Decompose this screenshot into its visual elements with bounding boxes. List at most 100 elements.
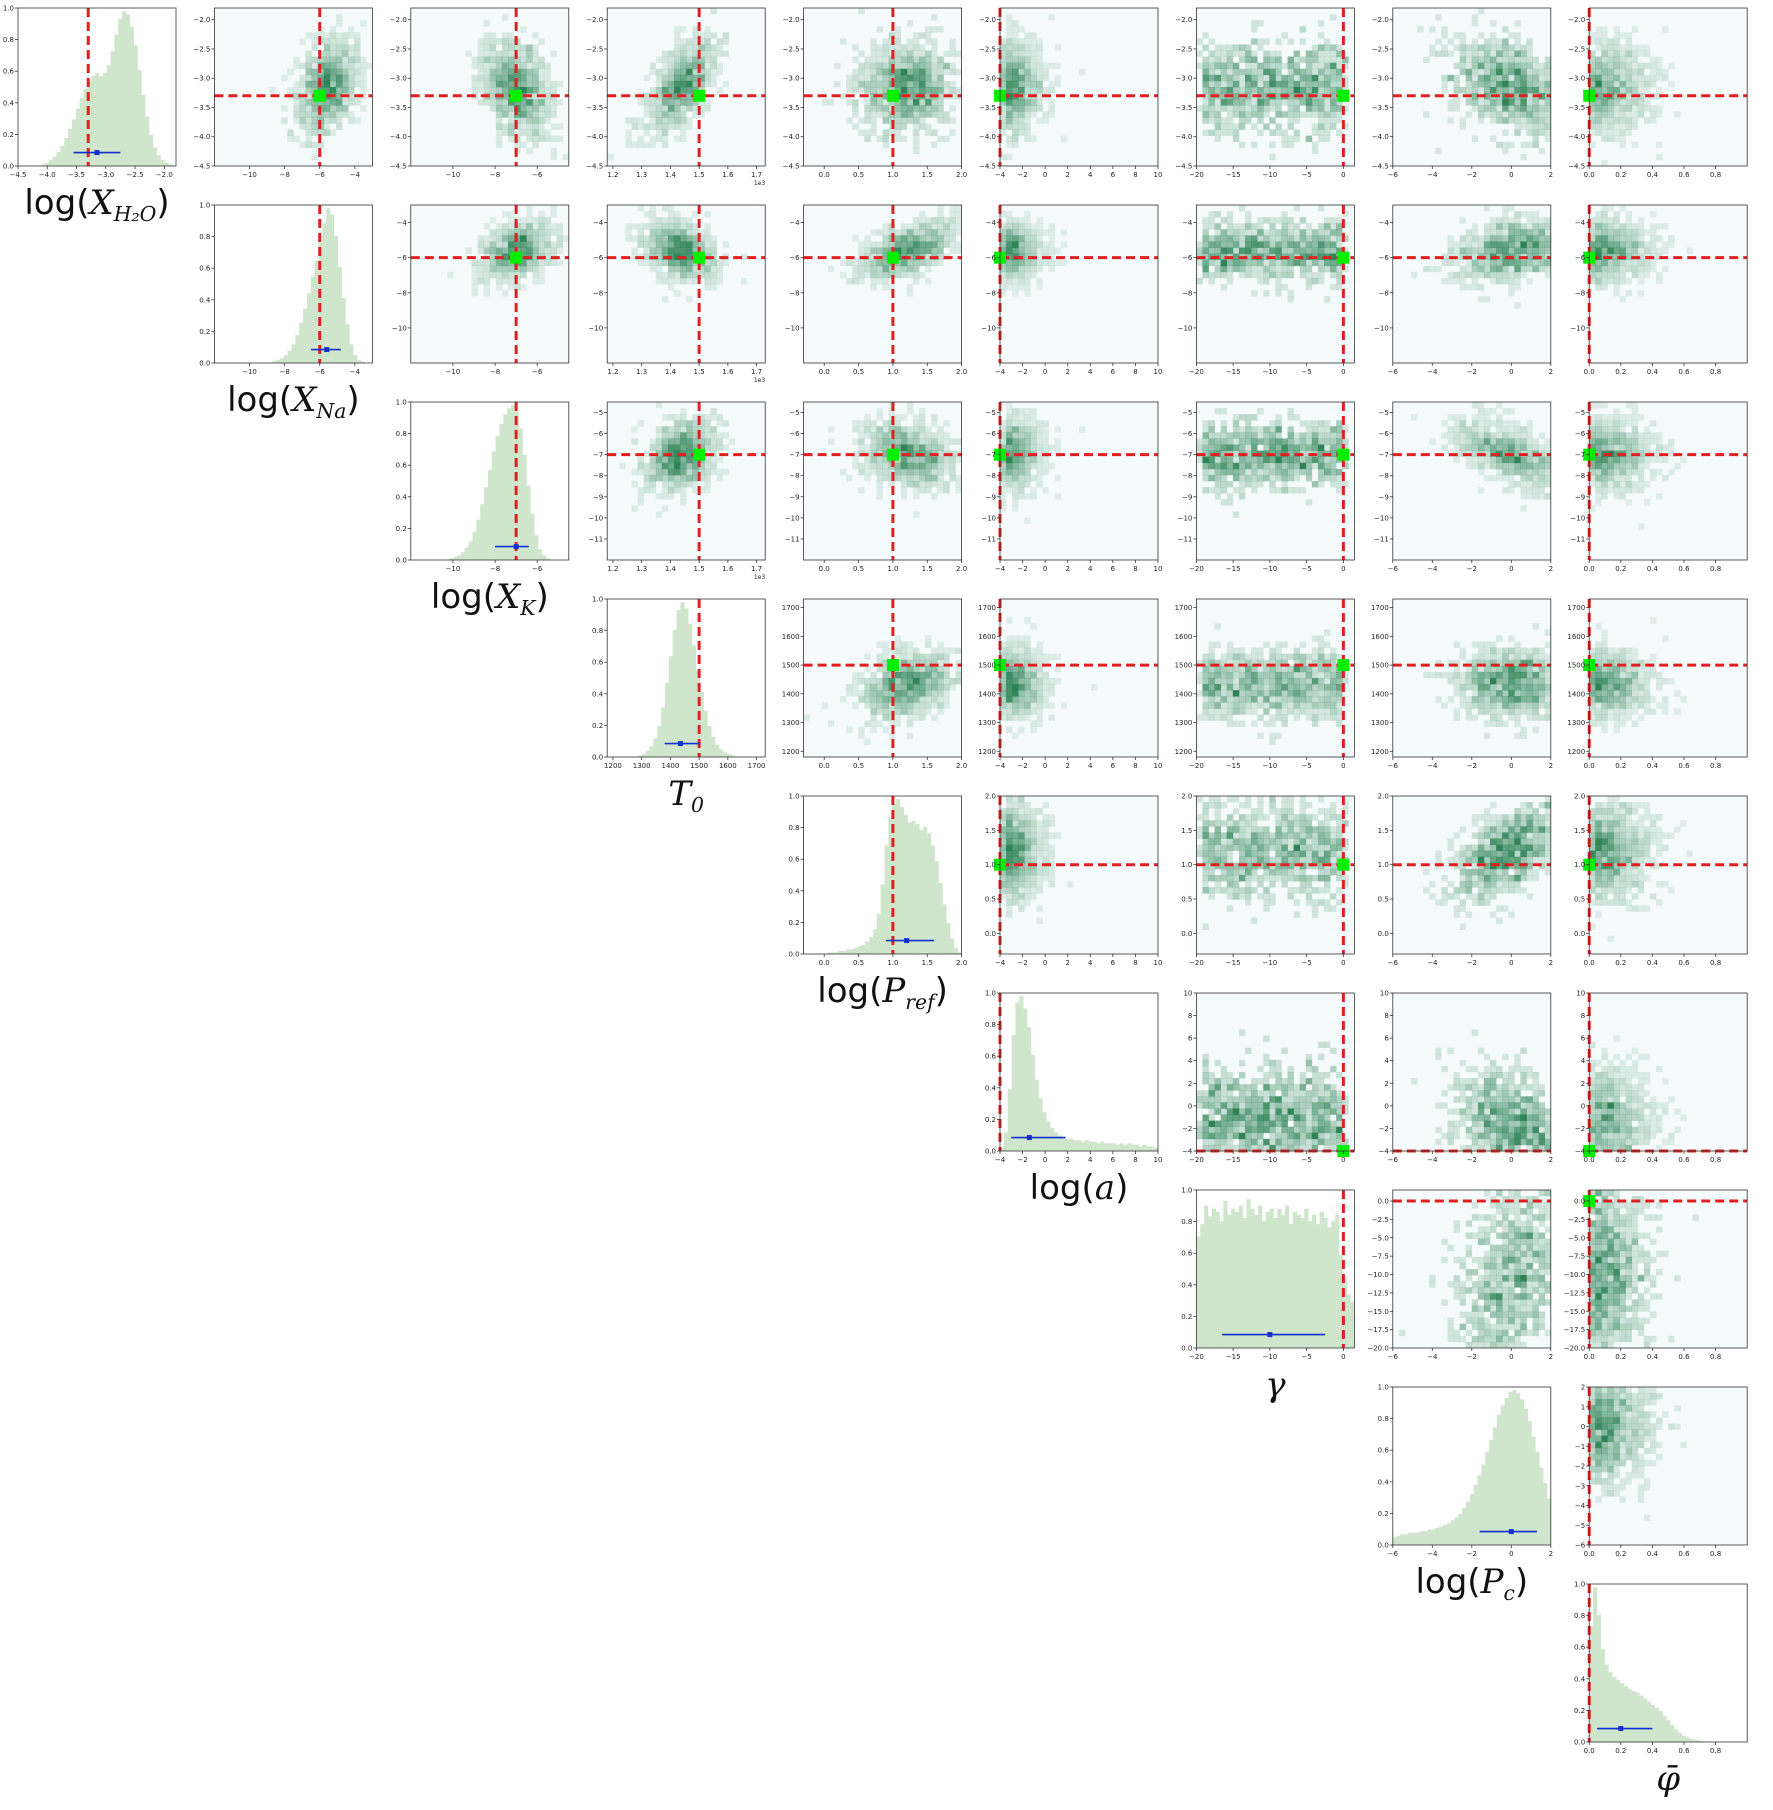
density-cell	[1048, 462, 1055, 470]
density-cell	[1637, 277, 1645, 285]
density-cell	[1490, 32, 1497, 39]
density-cell	[931, 714, 938, 721]
density-cell	[465, 50, 472, 57]
density-cell	[520, 105, 527, 112]
density-cell	[1625, 50, 1633, 57]
density-cell	[1508, 111, 1515, 118]
density-cell	[680, 99, 687, 106]
x-tick-label: 1.0	[887, 565, 898, 573]
density-cell	[882, 271, 889, 279]
density-cell	[335, 117, 343, 124]
density-cell	[1036, 420, 1043, 427]
density-cell	[1625, 438, 1633, 445]
hist-bar	[133, 45, 138, 166]
density-cell	[840, 271, 847, 279]
density-cell	[508, 99, 515, 106]
density-cell	[1293, 432, 1301, 439]
density-cell	[329, 62, 337, 70]
density-cell	[1490, 74, 1497, 82]
density-cell	[1471, 56, 1479, 63]
density-cell	[1257, 38, 1264, 45]
density-cell	[1275, 487, 1282, 494]
density-cell	[1595, 241, 1602, 248]
density-cell	[661, 259, 669, 267]
density-cell	[1526, 426, 1533, 433]
density-cell	[1544, 493, 1552, 500]
density-cell	[544, 111, 551, 118]
density-cell	[667, 229, 675, 236]
density-cell	[550, 247, 557, 254]
density-cell	[955, 247, 962, 254]
density-cell	[1214, 241, 1222, 248]
density-cell	[1686, 247, 1693, 254]
density-cell	[876, 62, 883, 70]
posterior-median-marker	[513, 544, 519, 550]
density-cell	[949, 50, 956, 57]
density-cell	[1214, 271, 1222, 279]
density-cell	[1293, 80, 1301, 88]
density-cell	[348, 56, 355, 63]
density-cell	[1631, 80, 1639, 88]
density-cell	[495, 129, 503, 136]
density-cell	[311, 62, 319, 70]
density-cell	[1459, 438, 1467, 445]
density-cell	[1631, 456, 1639, 464]
density-cell	[882, 647, 889, 654]
density-cell	[1637, 62, 1645, 70]
density-cell	[667, 235, 675, 242]
density-cell	[1232, 414, 1240, 421]
density-cell	[323, 44, 331, 51]
density-cell	[1613, 32, 1620, 39]
density-cell	[722, 468, 730, 476]
density-cell	[894, 678, 902, 685]
density-cell	[858, 438, 865, 445]
x-tick-label: 6	[1111, 368, 1116, 376]
density-cell	[1305, 62, 1313, 70]
density-cell	[1251, 223, 1258, 230]
density-cell	[1471, 402, 1479, 409]
density-cell	[1607, 105, 1614, 112]
density-cell	[1619, 129, 1626, 136]
density-cell	[1508, 284, 1515, 291]
density-cell	[1544, 68, 1552, 76]
density-cell	[1030, 111, 1037, 118]
x-tick-label: 6	[1111, 171, 1116, 179]
density-cell	[858, 462, 865, 470]
density-cell	[674, 235, 681, 242]
density-cell	[1220, 408, 1228, 415]
density-cell	[1299, 487, 1307, 494]
x-tick-label: −10	[1262, 171, 1277, 179]
density-cell	[1311, 111, 1319, 118]
density-cell	[876, 456, 883, 464]
density-cell	[1619, 487, 1626, 494]
density-cell	[1269, 229, 1276, 236]
density-cell	[348, 99, 355, 106]
density-cell	[1293, 444, 1301, 451]
density-cell	[329, 50, 337, 57]
density-cell	[1287, 105, 1294, 112]
density-cell	[919, 671, 926, 679]
y-tick-label: −4	[593, 219, 604, 227]
density-cell	[1317, 420, 1325, 427]
density-cell	[305, 135, 312, 142]
density-cell	[912, 259, 920, 267]
density-cell	[526, 217, 533, 224]
x-tick-label: −4	[995, 368, 1006, 376]
hist-bar	[449, 558, 454, 560]
density-cell	[544, 99, 551, 106]
density-cell	[1257, 87, 1264, 94]
density-cell	[1208, 223, 1215, 230]
density-cell	[876, 408, 883, 415]
density-cell	[532, 50, 539, 57]
density-cell	[876, 265, 883, 273]
density-cell	[1287, 296, 1294, 303]
density-cell	[846, 277, 853, 285]
density-cell	[538, 56, 545, 63]
density-cell	[1324, 296, 1331, 303]
density-cell	[1532, 241, 1539, 248]
y-tick-label: −3.0	[979, 75, 996, 83]
density-cell	[1613, 444, 1620, 451]
density-cell	[1018, 468, 1025, 476]
density-cell	[692, 50, 699, 57]
density-cell	[1526, 474, 1533, 482]
